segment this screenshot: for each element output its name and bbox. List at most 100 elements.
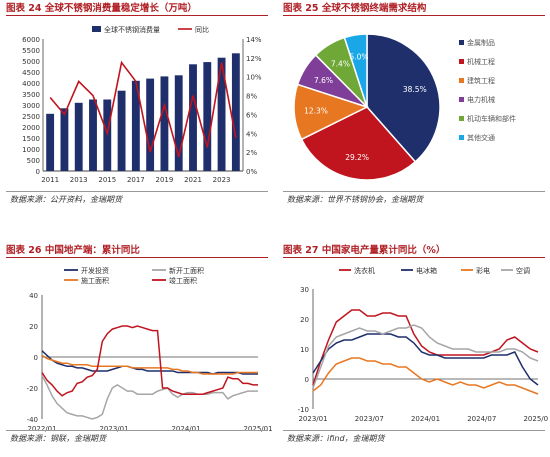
series-line [41,375,258,420]
y-tick-label: 30 [300,286,309,294]
pie-chart: 38.5% 29.2% 12.3% 7.6% 7.4%5.0% 金属制品机械工程建筑工程电… [293,33,516,181]
legend-swatch [459,97,464,102]
y2-tick-label: 10% [246,74,262,82]
legend-label: 洗衣机 [354,266,375,275]
chart-source: 数据来源：公开资料，金瑞期货 [10,195,122,204]
y2-tick-label: 8% [246,93,257,101]
y2-tick-label: 0% [246,168,257,176]
x-tick-label: 2024/01 [171,425,200,433]
source-rule [283,430,545,431]
y-tick-label: 20 [300,316,309,324]
legend-swatch [459,116,464,121]
series-line [41,350,258,375]
source-rule [6,191,268,192]
x-tick-label: 2023 [213,176,231,184]
y-tick-label: 4000 [22,80,40,88]
y-tick-label: 0 [305,376,309,384]
x-tick-label: 2023/07 [355,415,384,423]
y-tick-label: 0 [36,168,40,176]
chart-title: 图表 24 全球不锈钢消费量稳定增长（万吨） [6,3,197,14]
y-tick-label: 500 [27,157,40,165]
legend-label: 开发投资 [81,266,109,275]
slice-value-label: 29.2% [345,153,369,162]
y-tick-label: 5500 [22,47,40,55]
series-line [312,324,539,389]
legend-label: 彩电 [476,266,490,275]
legend-label: 其他交通 [467,133,495,142]
legend-swatch [459,78,464,83]
legend-label: 机动车辆和部件 [467,114,516,123]
chart-title: 图表 27 中国家电产量累计同比（%） [283,245,446,256]
x-tick-label: 2019 [156,176,174,184]
y-tick-label: -20 [27,385,38,393]
legend-swatch [459,40,464,45]
slice-value-label: 38.5% [403,85,427,94]
x-tick-label: 2017 [127,176,145,184]
chart-title: 图表 26 中国地产端：累计同比 [6,245,140,256]
pie-slice [366,33,441,163]
legend-label: 施工面积 [81,276,109,285]
series-line [41,325,258,397]
slice-value-label: 7.6% [314,76,333,85]
legend-label: 同比 [195,25,209,34]
legend-swatch [459,135,464,140]
bar [189,64,197,171]
chart-panel-appliance: 图表 27 中国家电产量累计同比（%） -10 0 10 20 30 2023/01 202… [283,242,548,454]
bar [89,99,97,171]
bar [117,90,126,171]
series-line [312,333,539,386]
y-tick-label: 20 [29,323,38,331]
title-rule [6,15,268,16]
pie-slice [300,106,417,181]
bar [231,53,240,171]
chart-source: 数据来源：ifind，金瑞期货 [287,434,385,443]
legend-swatch [459,59,464,64]
legend-label: 新开工面积 [169,266,204,275]
bar [74,102,83,171]
y-tick-label: -40 [27,416,38,424]
y2-tick-label: 2% [246,149,257,157]
x-tick-label: 2025/01 [523,415,548,423]
legend-label: 竣工面积 [169,276,197,285]
slice-value-label: 5.0% [349,53,368,62]
bar [131,80,140,171]
x-tick-label: 2023/01 [298,415,327,423]
x-tick-label: 2013 [70,176,88,184]
x-tick-label: 2024/01 [411,415,440,423]
y2-tick-label: 14% [246,36,262,44]
legend-label: 建筑工程 [467,76,495,85]
y-tick-label: 6000 [22,36,40,44]
y-tick-label: 40 [29,292,38,300]
series-line [312,309,539,386]
chart-source: 数据来源：世界不锈钢协会，金瑞期货 [287,195,423,204]
source-rule [6,430,268,431]
legend-label: 电力机械 [467,95,495,104]
slice-value-label: 12.3% [304,107,328,116]
chart-panel-property: 图表 26 中国地产端：累计同比 -40 -20 0 20 40 2022/01 2023/… [6,242,274,454]
series-line [41,354,258,375]
legend-swatch [92,26,101,32]
x-tick-label: 2021 [184,176,202,184]
x-tick-label: 2023/01 [99,425,128,433]
bar [174,75,183,171]
chart-panel-demand-structure: 图表 25 全球不锈钢终端需求结构 38.5% 29.2% 12.3% 7.6% 7.4… [283,0,548,212]
y-tick-label: -10 [298,406,309,414]
title-rule [283,15,545,16]
bar-line-chart: 0 500 1000 1500 2000 2500 3000 3500 4000 4500 5000… [22,25,262,184]
y-tick-label: 1000 [22,146,40,154]
chart-panel-consumption: 图表 24 全球不锈钢消费量稳定增长（万吨） 0 500 1000 1500 2000 2… [6,0,274,212]
slice-value-label: 7.4% [331,59,350,68]
series-line [49,60,237,158]
legend-label: 空调 [516,266,530,275]
y-tick-label: 3500 [22,91,40,99]
legend-label: 机械工程 [467,57,495,66]
x-tick-label: 2025/01 [243,425,272,433]
line-chart: -10 0 10 20 30 2023/01 2023/07 2024/01 2024/07 20… [298,266,548,423]
y2-tick-label: 6% [246,111,257,119]
x-tick-label: 2022/01 [27,425,56,433]
legend-label: 全球不锈钢消费量 [104,25,160,34]
x-tick-label: 2015 [98,176,116,184]
y-tick-label: 2000 [22,124,40,132]
title-rule [6,257,268,258]
bar [217,57,226,172]
